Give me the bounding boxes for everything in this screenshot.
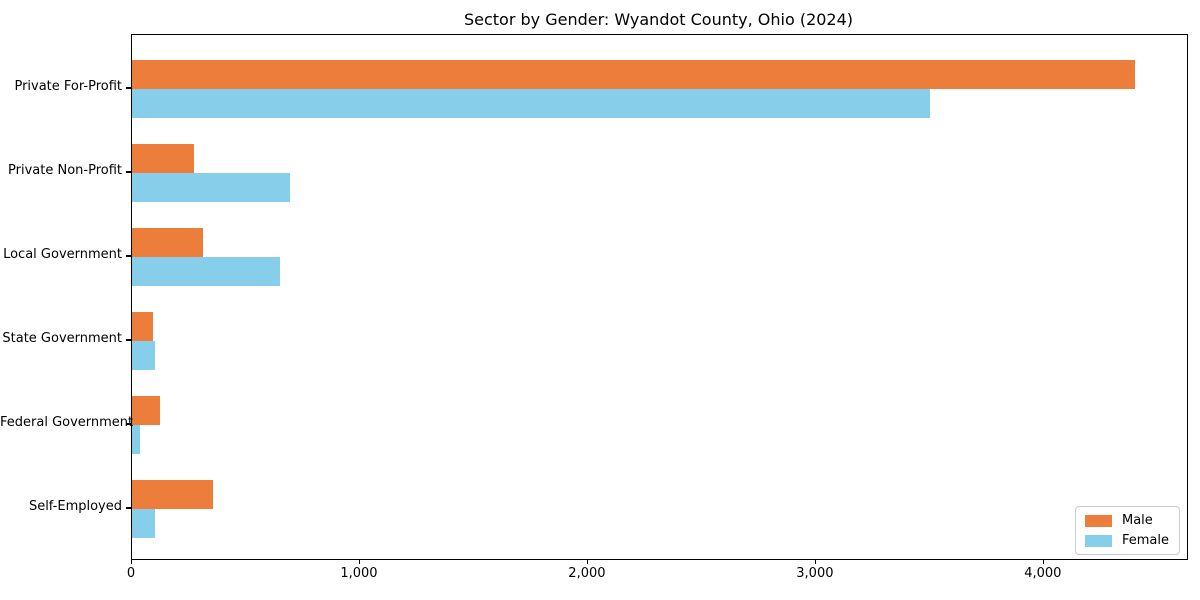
bar-female-4 bbox=[132, 425, 140, 455]
y-tick-mark bbox=[126, 87, 131, 89]
bar-female-5 bbox=[132, 509, 155, 539]
y-tick-label: Private Non-Profit bbox=[8, 163, 122, 178]
bar-male-5 bbox=[132, 479, 213, 509]
y-tick-label: State Government bbox=[2, 331, 122, 346]
y-tick-label: Self-Employed bbox=[28, 499, 122, 514]
legend-item-male: Male bbox=[1084, 513, 1169, 528]
legend-item-female: Female bbox=[1084, 533, 1169, 548]
legend-label-male: Male bbox=[1121, 513, 1153, 528]
bar-female-2 bbox=[132, 257, 281, 287]
y-tick-label: Private For-Profit bbox=[14, 79, 122, 94]
y-tick-mark bbox=[126, 339, 131, 341]
y-tick-mark bbox=[126, 255, 131, 257]
x-tick-label: 0 bbox=[126, 566, 136, 581]
bar-male-1 bbox=[132, 143, 194, 173]
x-tick-mark bbox=[586, 559, 589, 564]
x-tick-label: 3,000 bbox=[796, 566, 834, 581]
y-tick-mark bbox=[126, 171, 131, 173]
x-tick-label: 4,000 bbox=[1024, 566, 1062, 581]
legend-label-female: Female bbox=[1121, 533, 1169, 548]
x-tick-mark bbox=[358, 559, 361, 564]
x-tick-mark bbox=[131, 559, 133, 564]
bar-male-2 bbox=[132, 227, 203, 257]
legend: Male Female bbox=[1074, 506, 1180, 555]
y-tick-mark bbox=[126, 423, 131, 425]
plot-area: Male Female bbox=[131, 34, 1188, 560]
chart-title: Sector by Gender: Wyandot County, Ohio (… bbox=[463, 10, 854, 29]
x-tick-label: 2,000 bbox=[568, 566, 606, 581]
x-tick-label: 1,000 bbox=[340, 566, 378, 581]
bar-male-3 bbox=[132, 311, 153, 341]
bar-female-0 bbox=[132, 89, 930, 119]
x-tick-mark bbox=[814, 559, 817, 564]
bar-female-3 bbox=[132, 341, 155, 371]
bar-female-1 bbox=[132, 173, 291, 203]
bar-male-4 bbox=[132, 395, 161, 425]
legend-swatch-male-icon bbox=[1084, 514, 1112, 527]
y-tick-mark bbox=[126, 507, 131, 509]
bar-male-0 bbox=[132, 59, 1136, 89]
legend-swatch-female-icon bbox=[1084, 534, 1112, 547]
y-tick-label: Federal Government bbox=[0, 415, 134, 430]
y-tick-label: Local Government bbox=[3, 247, 122, 262]
x-tick-mark bbox=[1042, 559, 1045, 564]
